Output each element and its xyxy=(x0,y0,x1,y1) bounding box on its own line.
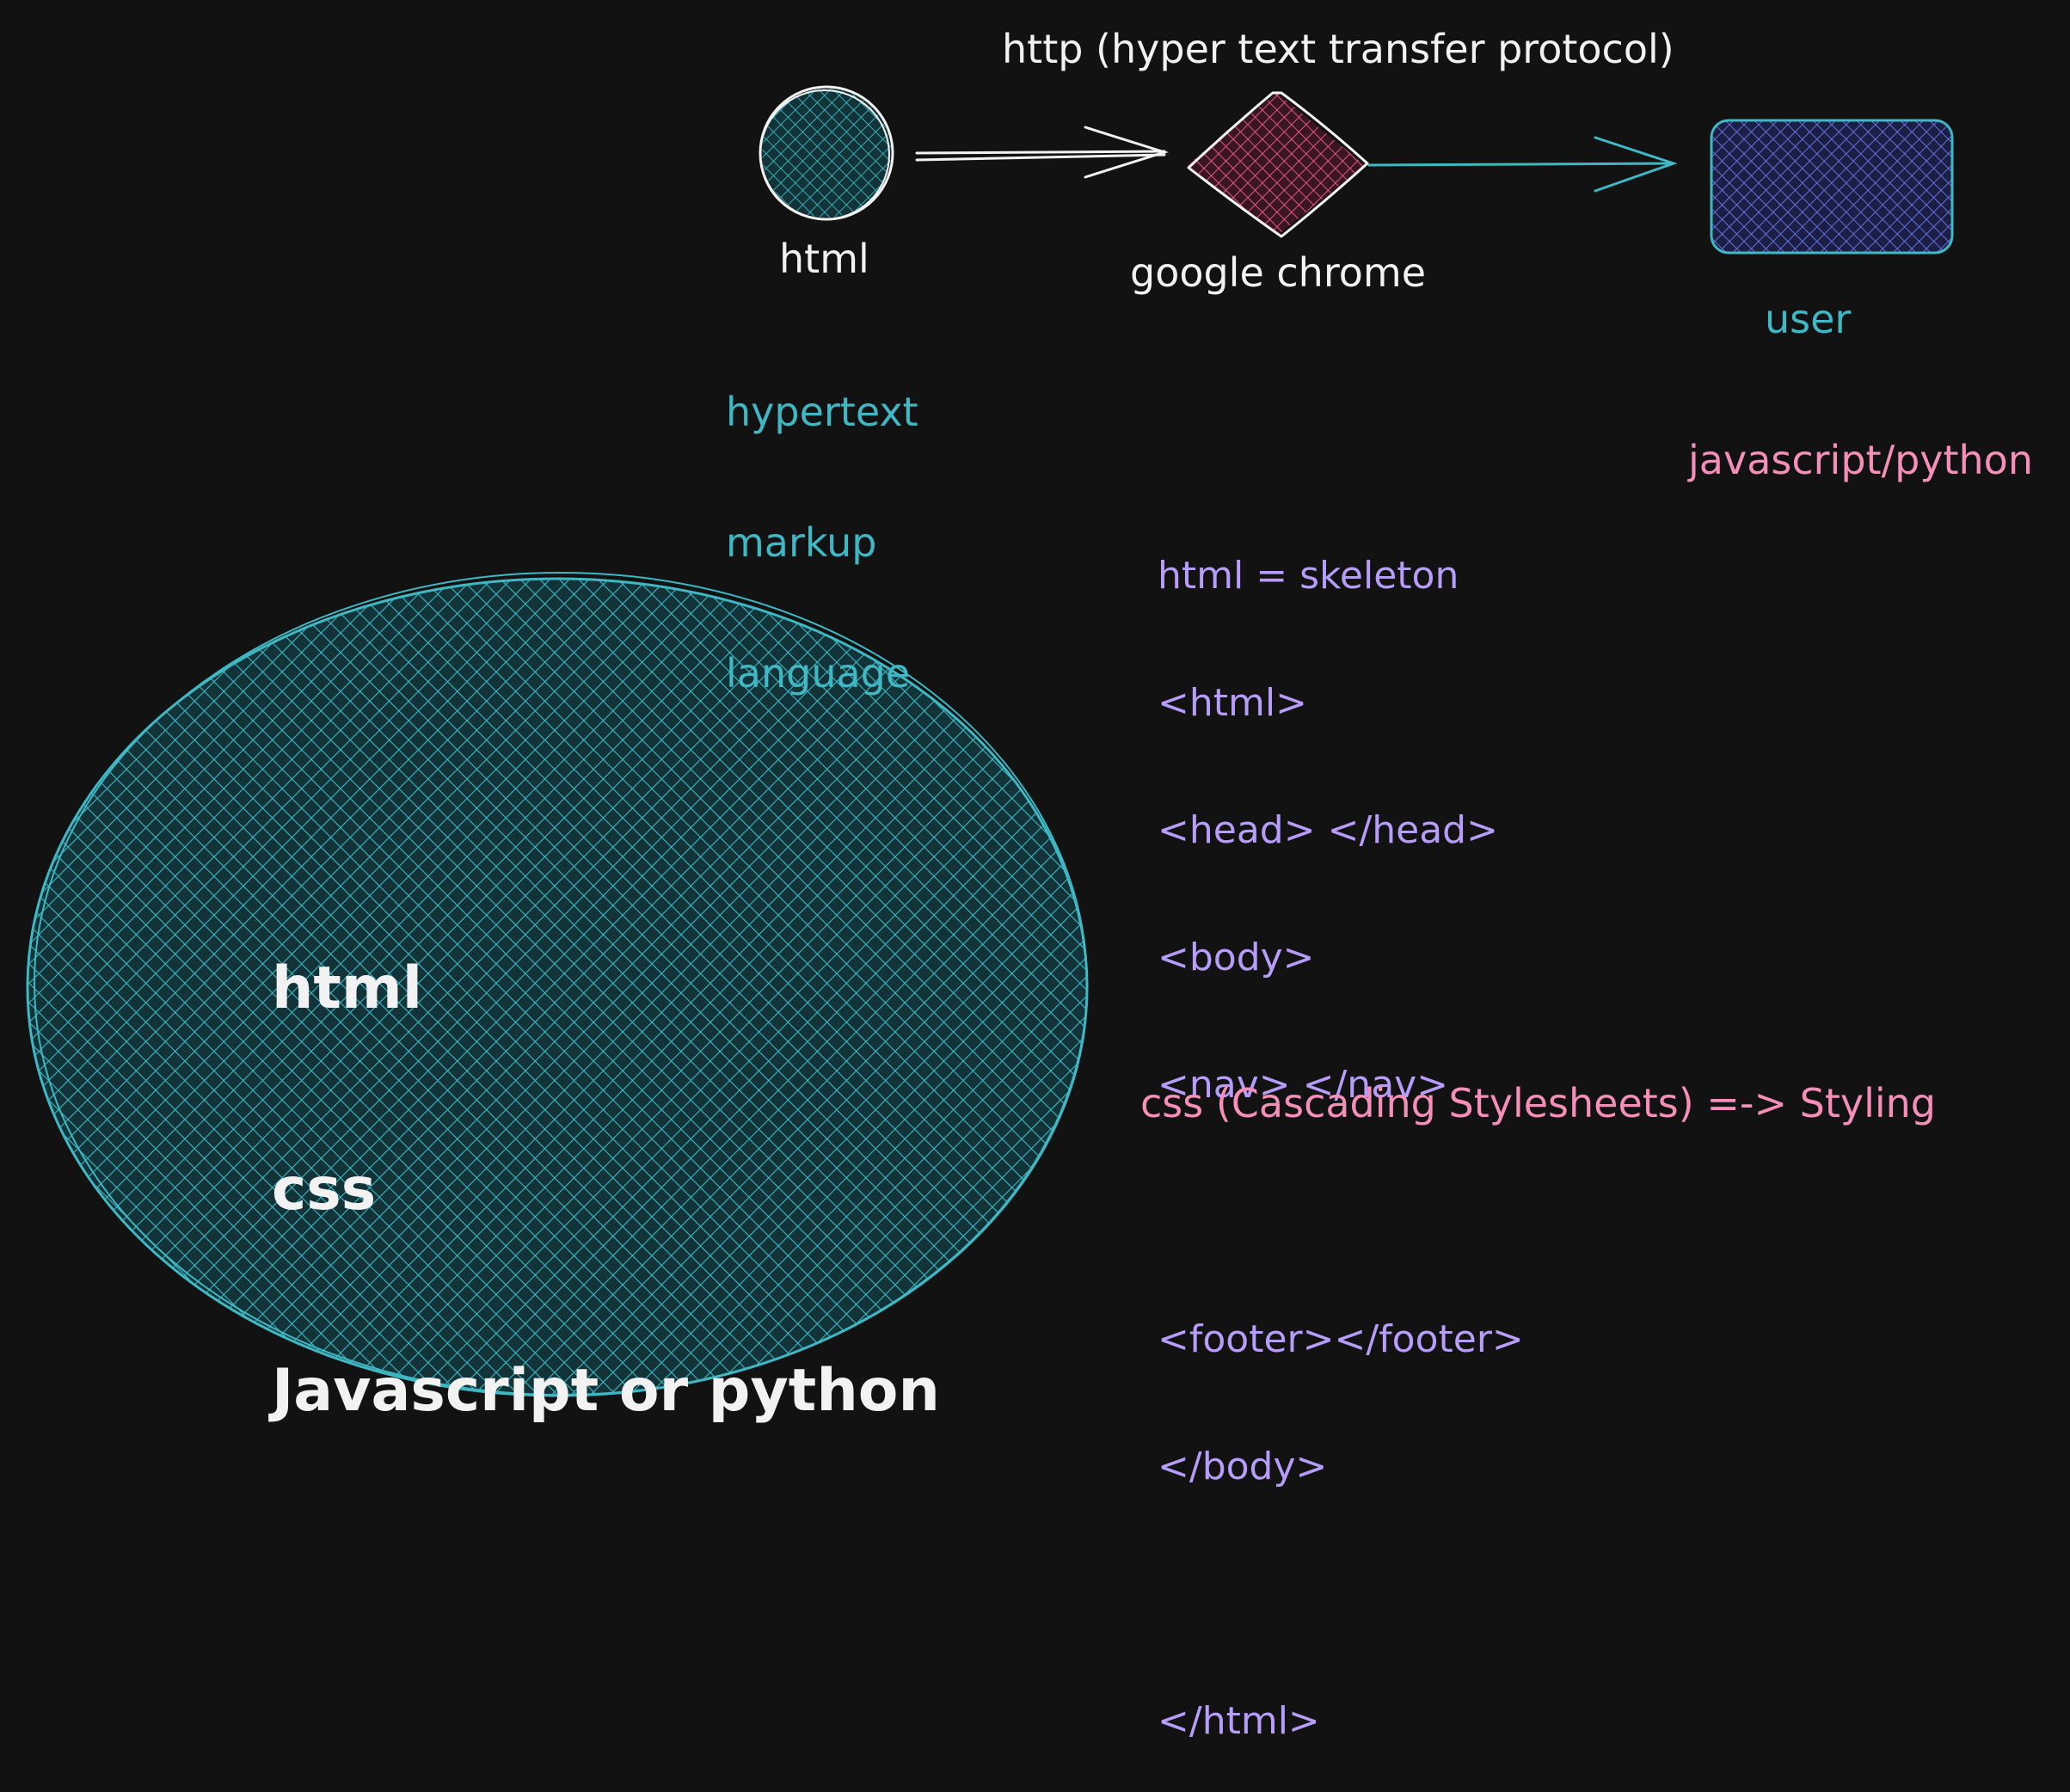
stack-item: Javascript or python xyxy=(272,1357,940,1425)
chrome-node-label: google chrome xyxy=(1130,249,1426,296)
skeleton-line: <body> xyxy=(1158,936,1315,979)
stack-item: html xyxy=(272,954,423,1022)
skeleton-line: html = skeleton xyxy=(1158,554,1459,598)
stack-item: css xyxy=(272,1156,377,1224)
skeleton-line xyxy=(1158,1575,1524,1627)
user-node-label: user xyxy=(1765,296,1852,342)
stack-circle xyxy=(26,572,1089,1397)
arrow-html-to-chrome xyxy=(915,126,1169,179)
user-node-rectangle xyxy=(1710,119,1954,255)
skeleton-notes: html = skeleton <html> <head> </head> <b… xyxy=(1158,482,1524,1792)
html-acronym: hypertext markup language xyxy=(726,313,918,745)
acronym-line: language xyxy=(726,650,911,697)
skeleton-line: </html> xyxy=(1158,1699,1320,1743)
diagram-canvas xyxy=(26,85,1954,1397)
backend-note: javascript/python xyxy=(1688,437,2033,483)
skeleton-line: <html> xyxy=(1158,681,1307,725)
html-node-label: html xyxy=(779,236,869,282)
skeleton-line: <head> </head> xyxy=(1158,808,1498,852)
arrow-chrome-to-user xyxy=(1367,136,1678,193)
skeleton-line: </body> xyxy=(1158,1445,1328,1488)
css-note: css (Cascading Stylesheets) =-> Styling xyxy=(1140,1080,1937,1126)
acronym-line: markup xyxy=(726,519,877,566)
http-protocol-label: http (hyper text transfer protocol) xyxy=(1002,26,1674,72)
skeleton-line xyxy=(1158,1194,1524,1245)
acronym-line: hypertext xyxy=(726,389,918,435)
chrome-node-diamond xyxy=(1187,91,1369,238)
html-node-circle xyxy=(759,85,894,221)
stack-list: html css Javascript or python xyxy=(272,843,940,1505)
skeleton-line: <nav> </nav> xyxy=(1158,1063,1449,1107)
skeleton-line: <footer></footer> xyxy=(1158,1317,1524,1361)
